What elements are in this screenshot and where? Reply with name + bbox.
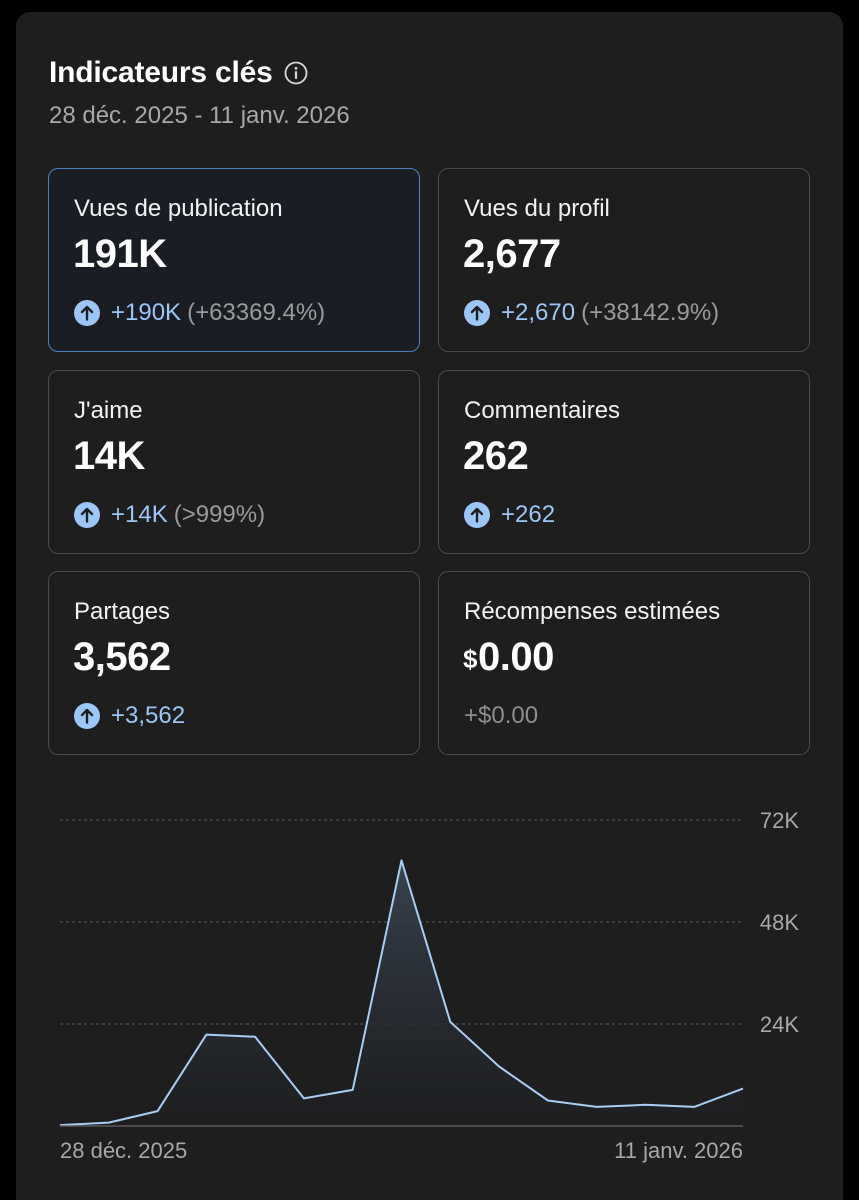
metric-change: +262 xyxy=(501,501,556,528)
metric-change-pct: (+63369.4%) xyxy=(187,299,326,326)
metric-delta: +14K (>999%) xyxy=(74,501,265,529)
y-tick-label: 72K xyxy=(760,808,799,833)
arrow-up-icon xyxy=(74,300,100,326)
metric-change-pct: (+38142.9%) xyxy=(581,299,720,326)
metric-card-comments[interactable]: Commentaires 262 +262 xyxy=(438,370,810,554)
metric-value: 3,562 xyxy=(73,635,171,679)
metric-label: Récompenses estimées xyxy=(464,598,721,625)
date-range: 28 déc. 2025 - 11 janv. 2026 xyxy=(49,102,350,129)
metric-card-likes[interactable]: J'aime 14K +14K (>999%) xyxy=(48,370,420,554)
currency-symbol: $ xyxy=(463,644,477,674)
page-title: Indicateurs clés xyxy=(49,56,273,89)
metric-value: 2,677 xyxy=(463,232,561,276)
header: Indicateurs clés 28 déc. 2025 - 11 janv.… xyxy=(49,56,350,130)
metric-card-profile-views[interactable]: Vues du profil 2,677 +2,670 (+38142.9%) xyxy=(438,168,810,352)
chart-line xyxy=(59,859,744,1127)
metric-card-shares[interactable]: Partages 3,562 +3,562 xyxy=(48,571,420,755)
arrow-up-icon xyxy=(74,703,100,729)
post-views-chart[interactable]: 24K 48K 72K 28 déc. 2025 11 janv. 2026 xyxy=(16,792,843,1172)
key-metrics-panel: Indicateurs clés 28 déc. 2025 - 11 janv.… xyxy=(16,12,843,1200)
metric-label: Vues du profil xyxy=(464,195,610,222)
metric-value: 262 xyxy=(463,434,529,478)
metric-delta: +$0.00 xyxy=(464,702,538,730)
metric-label: Partages xyxy=(74,598,171,625)
metric-delta: +2,670 (+38142.9%) xyxy=(464,299,719,327)
metric-label: Vues de publication xyxy=(74,195,283,222)
metric-amount: 0.00 xyxy=(477,635,554,679)
arrow-up-icon xyxy=(464,300,490,326)
metric-change: +3,562 xyxy=(111,702,186,729)
y-tick-label: 24K xyxy=(760,1012,799,1037)
chart-area xyxy=(60,860,743,1126)
metric-change: +$0.00 xyxy=(464,702,539,729)
metric-delta: +262 xyxy=(464,501,555,529)
x-axis-label-end: 11 janv. 2026 xyxy=(614,1138,743,1163)
metric-value: 14K xyxy=(73,434,145,478)
metric-change: +14K xyxy=(111,501,168,528)
x-axis-label-start: 28 déc. 2025 xyxy=(60,1138,187,1163)
metric-change-pct: (>999%) xyxy=(173,501,266,528)
y-tick-label: 48K xyxy=(760,910,799,935)
metric-label: Commentaires xyxy=(464,397,621,424)
arrow-up-icon xyxy=(464,502,490,528)
metric-delta: +3,562 xyxy=(74,702,185,730)
metric-value: 191K xyxy=(73,232,167,276)
metric-change: +2,670 xyxy=(501,299,576,326)
metric-label: J'aime xyxy=(74,397,143,424)
metric-value: $0.00 xyxy=(463,635,554,680)
info-icon[interactable] xyxy=(283,60,309,86)
arrow-up-icon xyxy=(74,502,100,528)
metric-card-post-views[interactable]: Vues de publication 191K +190K (+63369.4… xyxy=(48,168,420,352)
metric-delta: +190K (+63369.4%) xyxy=(74,299,325,327)
metric-change: +190K xyxy=(111,299,182,326)
metric-card-estimated-rewards[interactable]: Récompenses estimées $0.00 +$0.00 xyxy=(438,571,810,755)
